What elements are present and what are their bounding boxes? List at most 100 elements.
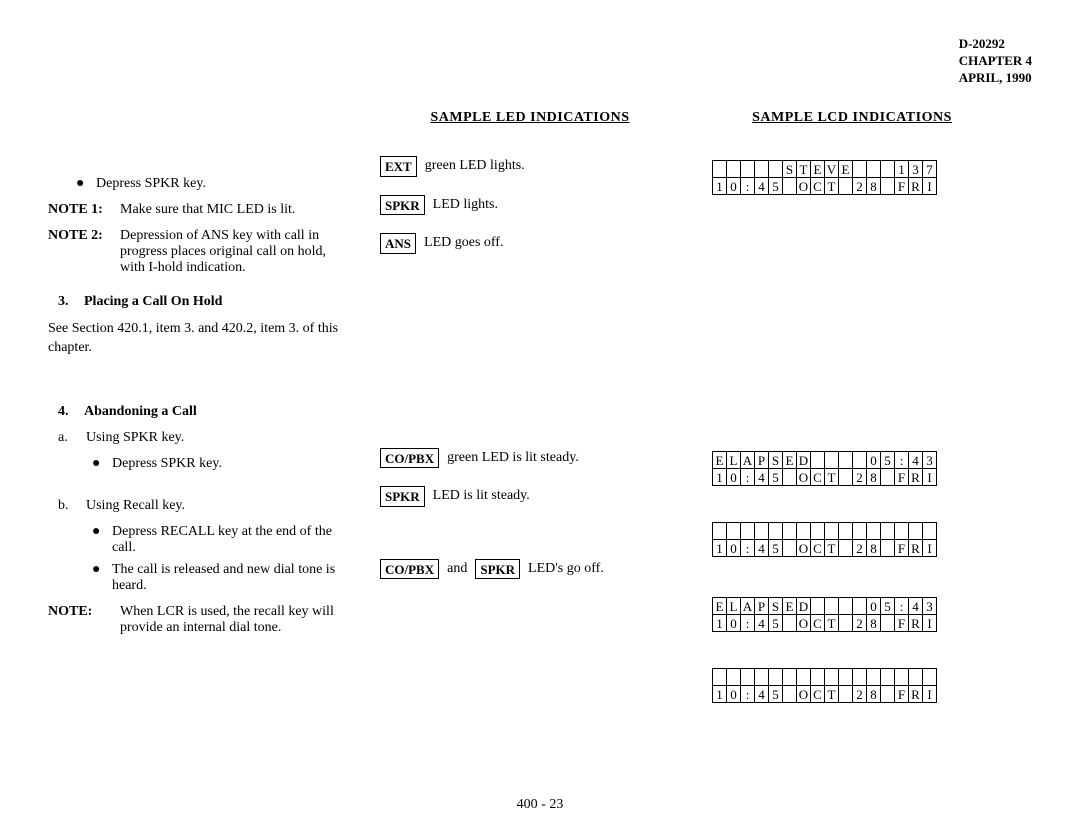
column-led: SAMPLE LED INDICATIONS EXT green LED lig… [380, 110, 680, 725]
section-title: Placing a Call On Hold [84, 294, 222, 310]
lcd-cell: S [768, 597, 783, 615]
bullet-icon: ● [92, 524, 102, 556]
lcd-cell: 4 [754, 539, 769, 557]
lcd-display-3: 10:45OCT28FRI [712, 522, 937, 557]
lcd-cell [880, 160, 895, 178]
lcd-cell [768, 668, 783, 686]
lcd-cell: 5 [768, 177, 783, 195]
led-text: LED lights. [433, 197, 498, 213]
lcd-cell: : [894, 597, 909, 615]
lcd-cell: P [754, 597, 769, 615]
section-number: 4. [58, 404, 76, 420]
keycap: SPKR [380, 195, 425, 216]
lcd-cell [838, 539, 853, 557]
lcd-cell [824, 451, 839, 469]
page-number: 400 - 23 [517, 797, 564, 813]
lcd-cell: : [894, 451, 909, 469]
lcd-cell: 1 [712, 685, 727, 703]
lcd-cell: 1 [712, 177, 727, 195]
lcd-cell [768, 522, 783, 540]
lcd-cell: 4 [754, 468, 769, 486]
lcd-cell: P [754, 451, 769, 469]
lcd-cell: T [824, 539, 839, 557]
lcd-cell: I [922, 177, 937, 195]
lcd-cell: 8 [866, 539, 881, 557]
lcd-cell: 0 [726, 614, 741, 632]
lcd-cell [726, 522, 741, 540]
led-group-2: CO/PBX green LED is lit steady. SPKR LED… [380, 448, 680, 507]
keycap: CO/PBX [380, 448, 439, 469]
note-text: Make sure that MIC LED is lit. [120, 202, 295, 218]
lcd-cell: 4 [754, 614, 769, 632]
lcd-cell: A [740, 451, 755, 469]
lcd-cell: E [838, 160, 853, 178]
lcd-cell [880, 685, 895, 703]
lcd-cell: T [824, 685, 839, 703]
lcd-cell: : [740, 614, 755, 632]
lcd-cell [838, 451, 853, 469]
lcd-cell: 5 [768, 468, 783, 486]
lcd-cell: A [740, 597, 755, 615]
lcd-cell [754, 522, 769, 540]
lcd-cell: : [740, 685, 755, 703]
lcd-cell: 8 [866, 468, 881, 486]
lcd-cell: 1 [712, 468, 727, 486]
lcd-cell: 4 [908, 451, 923, 469]
lcd-cell [740, 522, 755, 540]
lcd-cell: F [894, 614, 909, 632]
lcd-cell: 3 [922, 597, 937, 615]
note-label: NOTE 2: [48, 228, 112, 276]
lcd-display-2: ELAPSED05:4310:45OCT28FRI [712, 451, 937, 486]
lcd-display-5: 10:45OCT28FRI [712, 668, 937, 703]
lcd-cell [824, 668, 839, 686]
lcd-cell [768, 160, 783, 178]
lcd-cell: 5 [768, 539, 783, 557]
led-text: and [447, 561, 467, 577]
lcd-cell: T [824, 468, 839, 486]
lcd-cell: T [796, 160, 811, 178]
lcd-cell [852, 451, 867, 469]
lcd-cell: 2 [852, 468, 867, 486]
lcd-cell [880, 522, 895, 540]
lcd-cell [782, 177, 797, 195]
lcd-cell [726, 668, 741, 686]
keycap: SPKR [475, 559, 520, 580]
bullet-text: The call is released and new dial tone i… [112, 562, 348, 594]
lcd-cell: 1 [894, 160, 909, 178]
lcd-cell: 0 [726, 177, 741, 195]
lcd-cell: 2 [852, 539, 867, 557]
chapter: CHAPTER 4 [959, 53, 1032, 70]
lcd-cell [782, 668, 797, 686]
lcd-cell: 0 [726, 539, 741, 557]
keycap: CO/PBX [380, 559, 439, 580]
lcd-cell [838, 685, 853, 703]
lcd-cell [824, 522, 839, 540]
lcd-cell: C [810, 468, 825, 486]
lcd-cell [824, 597, 839, 615]
lcd-cell [838, 597, 853, 615]
lcd-cell: 5 [880, 451, 895, 469]
note-label: NOTE: [48, 604, 112, 636]
lcd-cell [880, 468, 895, 486]
lcd-cell: C [810, 539, 825, 557]
section-number: 3. [58, 294, 76, 310]
sub-b-text: Using Recall key. [86, 498, 185, 514]
lcd-cell: E [782, 451, 797, 469]
lcd-cell: R [908, 685, 923, 703]
page-header: D-20292 CHAPTER 4 APRIL, 1990 [959, 36, 1032, 87]
lcd-cell: R [908, 614, 923, 632]
keycap: SPKR [380, 486, 425, 507]
note-text: Depression of ANS key with call in progr… [120, 228, 348, 276]
lcd-cell: O [796, 539, 811, 557]
lcd-cell [880, 177, 895, 195]
lcd-cell [712, 668, 727, 686]
note-label: NOTE 1: [48, 202, 112, 218]
led-group-1: EXT green LED lights. SPKR LED lights. A… [380, 156, 680, 254]
lcd-cell [810, 522, 825, 540]
lcd-cell: 3 [922, 451, 937, 469]
lcd-cell: R [908, 468, 923, 486]
lcd-cell [838, 468, 853, 486]
lcd-cell [712, 522, 727, 540]
lcd-cell [754, 668, 769, 686]
lcd-cell [782, 685, 797, 703]
